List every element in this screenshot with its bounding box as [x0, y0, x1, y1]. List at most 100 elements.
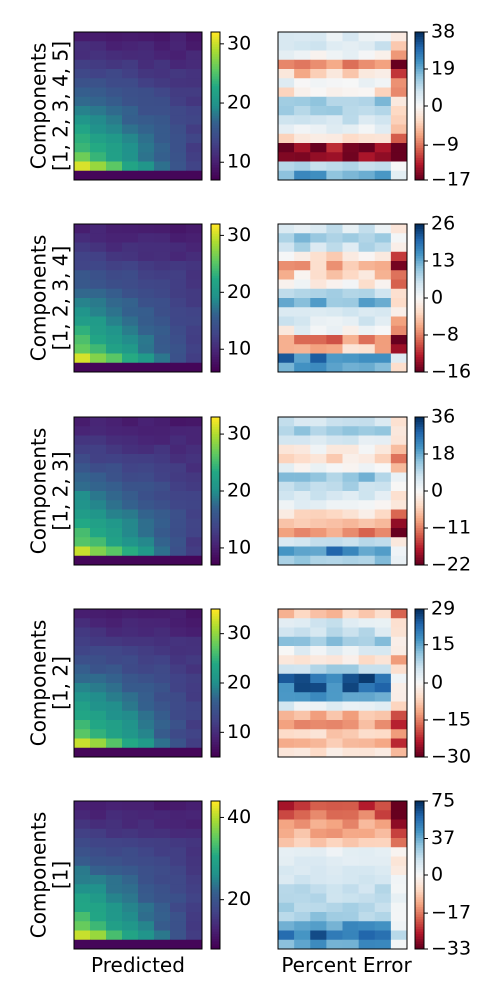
error-colorbar-step — [415, 66, 424, 70]
error-cell — [374, 673, 392, 684]
error-cell — [310, 673, 327, 684]
predicted-cell — [74, 50, 91, 61]
predicted-cell — [122, 847, 139, 857]
error-cell — [342, 518, 359, 529]
error-colorbar-step — [415, 177, 424, 181]
predicted-cell — [122, 472, 139, 483]
error-cell — [294, 555, 311, 566]
predicted-cell — [122, 170, 139, 181]
error-cell — [278, 636, 295, 647]
predicted-cell — [170, 124, 187, 135]
error-cell — [374, 435, 392, 446]
predicted-cell — [90, 152, 107, 162]
predicted-colorbar-step — [211, 307, 220, 311]
error-colorbar-step — [415, 655, 424, 659]
error-cell — [326, 692, 343, 702]
row-label-line-1: Components — [27, 620, 51, 747]
error-cell — [326, 344, 343, 354]
predicted-cell — [122, 242, 139, 253]
predicted-cell — [74, 41, 91, 51]
error-cell — [342, 856, 359, 867]
predicted-cell — [170, 655, 187, 665]
error-cell — [294, 683, 311, 693]
predicted-cell — [186, 801, 203, 811]
error-cell — [278, 417, 295, 427]
predicted-cell — [106, 546, 123, 557]
error-cell — [278, 683, 295, 693]
error-cell — [390, 618, 408, 628]
error-cell — [310, 242, 327, 253]
error-cell — [390, 106, 408, 116]
predicted-colorbar-tick-label: 30 — [227, 423, 251, 445]
error-cell — [358, 353, 376, 364]
predicted-colorbar-step — [211, 133, 220, 136]
error-colorbar-step — [415, 463, 424, 467]
predicted-cell — [74, 720, 91, 730]
error-cell — [310, 481, 327, 492]
predicted-cell — [74, 609, 91, 619]
error-colorbar-step — [415, 500, 424, 504]
predicted-colorbar-step — [211, 523, 220, 526]
error-cell — [342, 673, 359, 684]
error-cell — [374, 865, 392, 876]
predicted-colorbar-step — [211, 337, 220, 341]
predicted-cell — [106, 738, 123, 749]
error-colorbar-step — [415, 515, 424, 519]
error-cell — [310, 500, 327, 510]
error-cell — [358, 426, 376, 436]
predicted-colorbar-step — [211, 83, 220, 87]
predicted-colorbar-step — [211, 91, 220, 95]
predicted-cell — [170, 738, 187, 749]
predicted-cell — [186, 636, 203, 647]
predicted-cell — [90, 692, 107, 702]
predicted-colorbar-step — [211, 488, 220, 492]
predicted-cell — [122, 500, 139, 510]
predicted-cell — [106, 875, 123, 885]
error-colorbar-step — [415, 513, 424, 517]
error-colorbar-step — [415, 481, 424, 484]
predicted-cell — [138, 618, 155, 628]
error-cell — [390, 270, 408, 280]
error-colorbar-step — [415, 872, 424, 876]
error-cell — [278, 646, 295, 656]
error-cell — [342, 224, 359, 234]
error-cell — [326, 32, 343, 42]
error-cell — [278, 618, 295, 628]
predicted-cell — [122, 454, 139, 464]
predicted-cell — [154, 435, 171, 446]
error-cell — [294, 41, 311, 51]
predicted-colorbar-step — [211, 347, 220, 351]
error-colorbar-step — [415, 39, 424, 43]
error-cell — [342, 353, 359, 364]
error-cell — [310, 41, 327, 51]
predicted-cell — [154, 509, 171, 520]
predicted-cell — [154, 939, 171, 950]
error-colorbar-step — [415, 820, 424, 824]
predicted-colorbar-step — [211, 275, 220, 279]
error-colorbar-step — [415, 653, 424, 657]
error-cell — [374, 664, 392, 675]
error-cell — [310, 664, 327, 675]
predicted-cell — [186, 664, 203, 675]
error-colorbar-step — [415, 934, 424, 938]
predicted-cell — [74, 161, 91, 172]
predicted-cell — [122, 683, 139, 693]
error-colorbar-step — [415, 690, 424, 694]
error-cell — [278, 161, 295, 172]
predicted-cell — [90, 106, 107, 116]
predicted-colorbar-step — [211, 471, 220, 475]
error-colorbar-step — [415, 424, 424, 428]
error-cell — [374, 170, 392, 181]
predicted-cell — [106, 500, 123, 510]
predicted-cell — [90, 426, 107, 436]
error-frame — [277, 800, 408, 950]
predicted-colorbar-step — [211, 557, 220, 561]
error-cell — [358, 537, 376, 547]
predicted-colorbar-step — [211, 270, 220, 274]
error-cell — [326, 819, 343, 830]
error-cell — [358, 344, 376, 354]
predicted-colorbar-step — [211, 842, 220, 846]
error-cell — [294, 417, 311, 427]
predicted-colorbar-step — [211, 828, 220, 831]
predicted-cell — [170, 500, 187, 510]
